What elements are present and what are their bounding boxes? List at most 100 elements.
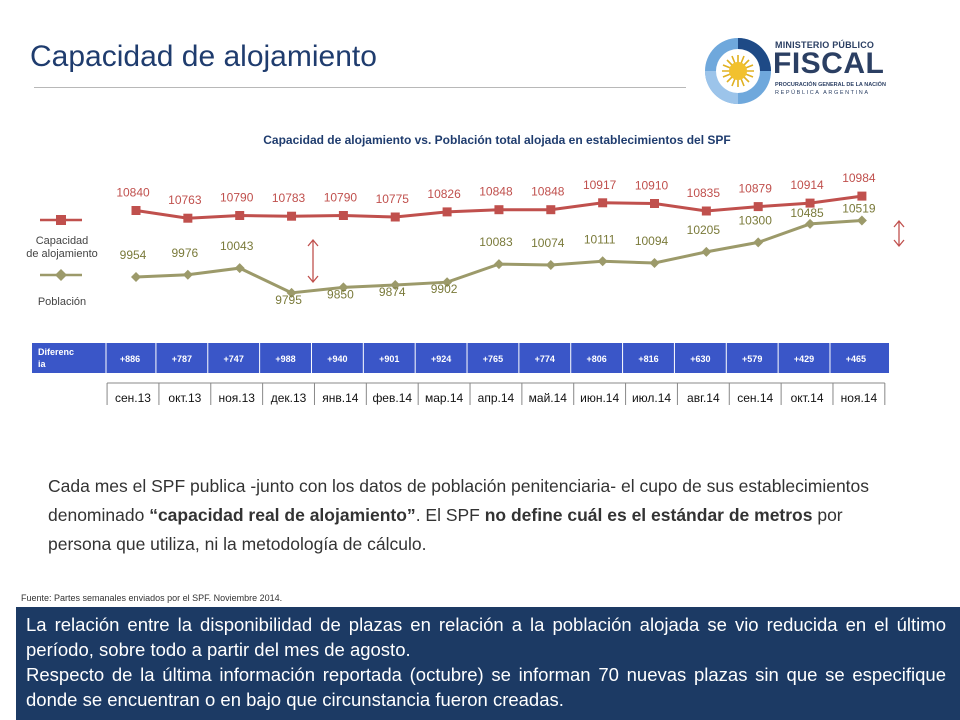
population-point (234, 263, 245, 274)
capacity-point (546, 205, 556, 215)
x-axis: сен.13 окт.13 ноя.13 дек.13 янв.14 фев.14 мар.… (106, 382, 886, 405)
x-tick-label: июл.14 (632, 391, 671, 405)
population-line (135, 219, 862, 295)
chart-legend: Capacidad de alojamiento Población (26, 215, 98, 308)
population-point (390, 280, 401, 290)
chart-title: Capacidad de alojamiento vs. Población t… (263, 133, 730, 147)
paragraph-bold-1: “capacidad real de alojamiento” (149, 505, 416, 525)
capacity-point (442, 207, 452, 217)
difference-cell: +465 (846, 354, 866, 364)
difference-table-background (32, 343, 889, 373)
gap-arrow-dek13 (307, 238, 319, 284)
population-point (805, 218, 816, 229)
population-data-label: 10300 (739, 213, 773, 227)
capacity-data-label: 10783 (272, 191, 306, 205)
population-data-label: 10083 (479, 235, 513, 249)
capacity-point (131, 206, 141, 215)
population-point (753, 237, 764, 248)
population-data-label: 10519 (842, 202, 876, 216)
capacity-data-label: 10826 (427, 187, 461, 201)
capacity-population-chart: Capacidad de alojamiento vs. Población t… (26, 133, 905, 405)
gap-arrow-noya14 (893, 219, 905, 248)
capacity-point (805, 198, 815, 208)
population-data-label: 10043 (220, 239, 254, 253)
capacity-point (287, 211, 297, 221)
x-tick-label: апр.14 (478, 391, 515, 405)
population-data-label: 9850 (327, 287, 354, 301)
population-data-label: 9954 (120, 248, 147, 262)
source-note: Fuente: Partes semanales enviados por el… (21, 593, 283, 603)
difference-cell: +816 (638, 354, 658, 364)
capacity-point (598, 198, 608, 208)
x-tick-label: дек.13 (271, 391, 307, 405)
series-layer: 10840 10763 10790 10783 10790 10775 10826 10848… (116, 171, 876, 307)
capacity-data-label: 10763 (168, 193, 202, 207)
population-data-label: 9902 (431, 282, 458, 296)
legend-population-label: Población (38, 296, 86, 308)
population-point (597, 256, 608, 267)
capacity-data-label: 10848 (479, 185, 513, 199)
gap-arrows (307, 219, 905, 284)
difference-cell: +630 (690, 354, 710, 364)
capacity-data-label: 10775 (376, 192, 410, 206)
difference-header: Diferenc ia (38, 347, 74, 369)
difference-cell: +429 (794, 354, 814, 364)
capacity-data-label: 10790 (324, 191, 358, 205)
difference-cell: +988 (275, 354, 295, 364)
legend-population-marker (55, 269, 67, 281)
difference-cell: +774 (535, 354, 555, 364)
population-point (338, 282, 349, 293)
logo-line-1: MINISTERIO PÚBLICO (775, 40, 875, 50)
x-tick-label: июн.14 (580, 391, 619, 405)
population-data-label: 10111 (584, 232, 616, 246)
capacity-point (338, 211, 348, 220)
capacity-point (494, 205, 504, 215)
description-paragraph: Cada mes el SPF publica -junto con los d… (48, 472, 898, 559)
capacity-data-label: 10914 (790, 178, 824, 192)
capacity-data-label: 10917 (583, 178, 617, 192)
population-point (649, 258, 660, 268)
ministerio-logo: MINISTERIO PÚBLICO FISCAL PROCURACIÓN GE… (703, 36, 893, 106)
population-point (856, 215, 867, 226)
x-tick-label: авг.14 (687, 391, 720, 405)
x-tick-label: май.14 (529, 391, 568, 405)
capacity-point (753, 202, 763, 212)
difference-cell: +901 (379, 354, 399, 364)
population-point (701, 246, 712, 257)
capacity-data-label: 10984 (842, 171, 876, 185)
x-tick-label: янв.14 (322, 391, 359, 405)
paragraph-bold-2: no define cuál es el estándar de metros (484, 505, 813, 525)
summary-paragraph-1: La relación entre la disponibilidad de p… (26, 614, 946, 660)
population-data-label: 9795 (275, 293, 302, 307)
x-tick-label: ноя.14 (841, 391, 878, 405)
capacity-data-label: 10790 (220, 191, 254, 205)
difference-cell: +787 (172, 354, 192, 364)
population-point (131, 272, 141, 282)
capacity-data-label: 10840 (116, 186, 150, 200)
population-point (286, 287, 297, 298)
population-data-label: 10205 (687, 223, 721, 237)
capacity-point (701, 206, 711, 216)
capacity-point (390, 212, 400, 222)
difference-cell: +886 (120, 354, 140, 364)
x-tick-label: окт.14 (791, 391, 824, 405)
difference-cell: +765 (483, 354, 503, 364)
difference-cell: +940 (327, 354, 347, 364)
page-title: Capacidad de alojamiento (30, 40, 377, 73)
population-data-label: 10074 (531, 236, 565, 250)
paragraph-text-1: Cada mes el SPF publica -junto con los d… (48, 476, 870, 525)
summary-box: La relación entre la disponibilidad de p… (16, 607, 960, 720)
logo-line-4: REPÚBLICA ARGENTINA (775, 90, 870, 96)
legend-capacity-label: Capacidad de alojamiento (26, 235, 98, 260)
capacity-point (650, 199, 659, 208)
sun-emblem-icon (705, 38, 771, 104)
x-tick-label: ноя.13 (218, 391, 255, 405)
legend-capacity-marker (56, 215, 66, 225)
capacity-data-label: 10879 (739, 182, 773, 196)
difference-table: Diferenc ia +886 +787 +747 +988 +940 +901 +924 +7… (32, 343, 889, 373)
population-point (545, 260, 556, 270)
capacity-point (235, 211, 245, 220)
difference-cell: +747 (224, 354, 244, 364)
difference-cell: +806 (587, 354, 607, 364)
difference-cell: +579 (742, 354, 762, 364)
